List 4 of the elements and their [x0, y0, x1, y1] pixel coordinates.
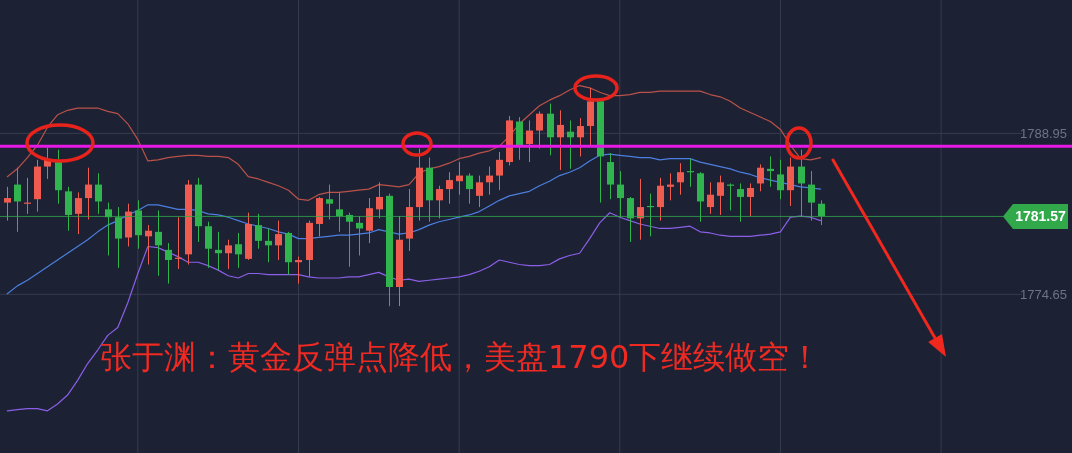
- y-tick-label: 1788.95: [1020, 125, 1067, 141]
- annotation: 张于渊：黄金反弹点降低，美盘1790下继续做空！: [100, 338, 822, 376]
- ref-line-label: 1781.57: [1015, 208, 1067, 225]
- y-tick-label: 1774.65: [1020, 286, 1067, 302]
